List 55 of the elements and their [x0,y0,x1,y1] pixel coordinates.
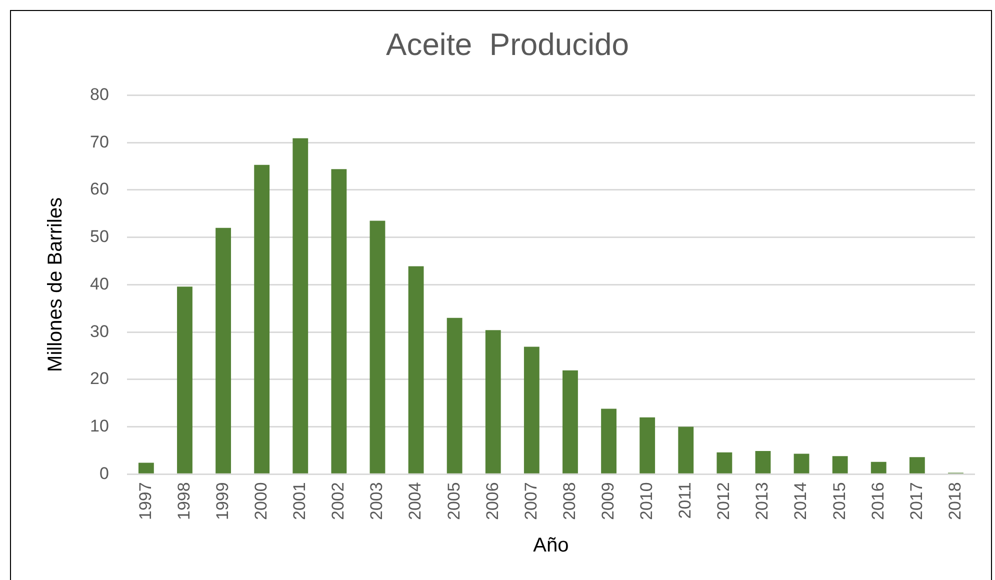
y-tick-label: 70 [90,132,109,152]
x-tick-label: 2000 [252,482,271,520]
bar [485,330,501,474]
x-tick-label: 2012 [714,482,734,520]
x-tick-label: 2002 [328,482,348,520]
bar [177,286,192,474]
bar [408,266,424,474]
x-axis-title: Año [533,534,569,557]
bar [370,220,386,474]
x-tick-label: 2006 [482,482,502,520]
bar [870,462,886,474]
x-tick-label: 2009 [598,482,618,520]
bar [216,228,231,474]
x-tick-label: 2017 [906,482,926,520]
x-tick-label: 1999 [212,482,232,520]
y-tick-label: 0 [99,464,109,483]
y-tick-label: 10 [90,416,109,436]
y-axis-title: Millones de Barriles [44,197,67,372]
bar [331,169,347,474]
y-tick-label: 20 [90,369,109,388]
x-tick-label: 2008 [560,482,579,520]
x-tick-label: 2005 [444,482,464,520]
y-tick-label: 80 [90,84,109,104]
x-tick-label: 2007 [521,482,540,520]
x-tick-label: 2004 [406,482,425,520]
x-tick-label: 2003 [367,482,386,520]
bar [640,417,656,474]
x-tick-label: 2013 [752,482,772,520]
bar [292,138,308,474]
bar [524,346,540,474]
bar [254,164,270,474]
y-tick-label: 50 [90,227,109,246]
y-tick-label: 30 [90,322,109,341]
bar [794,454,810,474]
bar [138,462,154,474]
y-tick-label: 60 [90,180,109,199]
chart-title: Aceite Producido [386,27,629,62]
x-tick-label: 2011 [676,482,695,519]
x-tick-label: 2010 [637,482,656,520]
bar [716,452,732,474]
bar [446,318,462,474]
x-tick-label: 2016 [868,482,888,520]
x-tick-label: 2014 [791,482,810,520]
bar [562,370,578,474]
x-tick-label: 1997 [136,482,155,520]
x-tick-label: 1998 [174,482,194,520]
bar [909,457,925,474]
bar [755,450,771,474]
x-tick-label: 2015 [830,482,849,520]
bar [832,456,848,474]
bar [678,426,694,474]
bar [601,408,616,474]
x-tick-label: 2018 [945,482,964,520]
x-tick-label: 2001 [290,482,310,520]
y-tick-label: 40 [90,274,109,294]
